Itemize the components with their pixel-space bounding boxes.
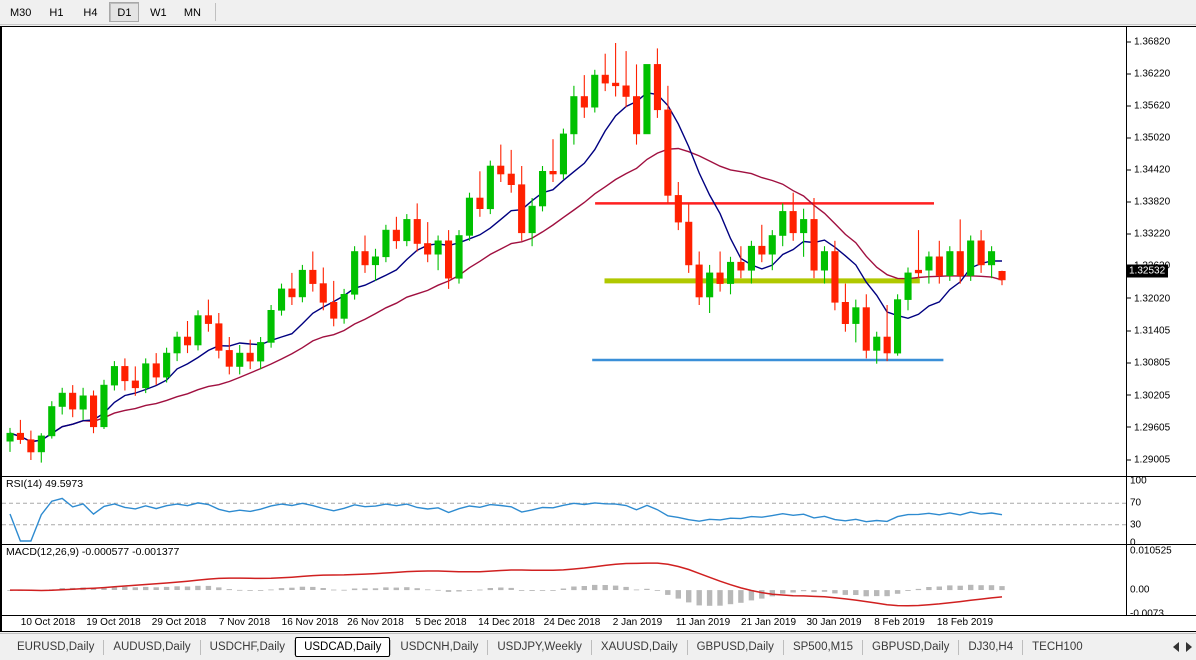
timeframe-mn[interactable]: MN (183, 7, 201, 19)
date-tick: 14 Dec 2018 (478, 617, 535, 628)
macd-pane[interactable]: MACD(12,26,9) -0.000577 -0.001377 0.0105… (2, 544, 1196, 620)
rsi-tick: 70 (1130, 497, 1142, 509)
date-axis: 10 Oct 2018 19 Oct 2018 29 Oct 2018 7 Nov 2… (2, 615, 1196, 631)
date-tick: 30 Jan 2019 (806, 617, 862, 628)
price-tick: 1.31405 (1127, 326, 1170, 337)
price-tick: 1.35020 (1127, 133, 1170, 144)
rsi-tick: 0 (1130, 537, 1136, 549)
timeframe-w1[interactable]: W1 (150, 7, 167, 19)
chart-tab-dj30-h4[interactable]: DJ30,H4 (968, 641, 1014, 653)
date-tick: 8 Feb 2019 (874, 617, 925, 628)
tab-divider (782, 639, 784, 655)
date-tick: 24 Dec 2018 (543, 617, 601, 628)
rsi-pane[interactable]: RSI(14) 49.5973 100 70 30 0 (2, 475, 1196, 549)
macd-tick: 0.010525 (1130, 545, 1172, 557)
current-price-label: 1.32532 (1127, 264, 1169, 278)
rsi-plot (2, 497, 1126, 542)
price-pane[interactable]: 1.36820 1.36220 1.35620 1.35020 1.34420 1.338… (2, 27, 1196, 476)
tab-divider (958, 639, 960, 655)
tab-divider (294, 639, 296, 655)
date-tick: 21 Jan 2019 (740, 617, 797, 628)
tab-divider (390, 639, 392, 655)
date-tick: 26 Nov 2018 (347, 617, 404, 628)
scroll-right-icon[interactable] (1186, 642, 1192, 652)
macd-label: MACD(12,26,9) -0.000577 -0.001377 (6, 546, 180, 558)
scroll-left-icon[interactable] (1173, 642, 1179, 652)
date-tick: 11 Jan 2019 (675, 617, 731, 628)
price-tick: 1.33820 (1127, 197, 1170, 208)
tab-divider (862, 639, 864, 655)
price-tick: 1.30805 (1127, 358, 1170, 369)
price-tick: 1.35620 (1127, 101, 1170, 112)
tab-divider (1022, 639, 1024, 655)
date-tick: 5 Dec 2018 (415, 617, 467, 628)
tab-divider (686, 639, 688, 655)
date-tick: 18 Feb 2019 (936, 617, 994, 628)
price-tick: 1.29005 (1127, 454, 1170, 465)
rsi-scale: 100 70 30 0 (1126, 475, 1196, 549)
chart-tab-gbpusd-daily[interactable]: GBPUSD,Daily (696, 641, 774, 653)
chart-tab-usdcad-daily[interactable]: USDCAD,Daily (295, 637, 391, 657)
timeframe-h1[interactable]: H1 (49, 7, 64, 19)
toolbar-divider (215, 3, 217, 21)
price-scale[interactable]: 1.36820 1.36220 1.35620 1.35020 1.34420 1.338… (1126, 27, 1196, 476)
chart-tab-audusd-daily[interactable]: AUDUSD,Daily (113, 641, 191, 653)
tab-divider (590, 639, 592, 655)
timeframe-toolbar: M30 H1 H4 D1 W1 MN (0, 0, 1196, 25)
macd-tick: -0.0073 (1130, 608, 1164, 620)
chart-tab-usdcnh-daily[interactable]: USDCNH,Daily (400, 641, 479, 653)
rsi-label: RSI(14) 49.5973 (6, 478, 84, 490)
chart-tab-gbpusd-daily[interactable]: GBPUSD,Daily (872, 641, 950, 653)
chart-tab-sp500-m15[interactable]: SP500,M15 (792, 641, 854, 653)
macd-tick: 0.00 (1130, 584, 1150, 596)
chart-area[interactable]: USDCAD,Daily 1.32366 1.32538 1.32272 1.3… (0, 26, 1196, 632)
date-tick: 2 Jan 2019 (612, 617, 663, 628)
macd-scale: 0.010525 0.00 -0.0073 (1126, 545, 1196, 620)
chart-tab-bar: EURUSD,Daily AUDUSD,Daily USDCHF,Daily USDC… (0, 633, 1196, 660)
macd-plot (7, 562, 1005, 607)
tab-divider (487, 639, 489, 655)
chart-tab-tech100[interactable]: TECH100 (1032, 641, 1083, 653)
tab-scroll-controls (1173, 642, 1196, 652)
price-tick: 1.29605 (1127, 422, 1170, 433)
date-tick: 16 Nov 2018 (281, 617, 339, 628)
timeframe-d1[interactable]: D1 (109, 2, 140, 22)
chart-tab-usdjpy-weekly[interactable]: USDJPY,Weekly (497, 641, 582, 653)
chart-tab-usdchf-daily[interactable]: USDCHF,Daily (209, 641, 286, 653)
tab-divider (103, 639, 105, 655)
price-tick: 1.32020 (1127, 293, 1170, 304)
timeframe-m30[interactable]: M30 (10, 7, 32, 19)
price-tick: 1.30205 (1127, 390, 1170, 401)
timeframe-h4[interactable]: H4 (83, 7, 98, 19)
tab-divider (199, 639, 201, 655)
date-tick: 19 Oct 2018 (86, 617, 141, 628)
date-tick: 10 Oct 2018 (20, 617, 76, 628)
chart-tab-xauusd-daily[interactable]: XAUUSD,Daily (600, 641, 678, 653)
candlestick-plot (6, 43, 1006, 463)
date-tick: 7 Nov 2018 (218, 617, 271, 628)
rsi-tick: 30 (1130, 519, 1142, 531)
price-tick: 1.34420 (1127, 165, 1170, 176)
price-tick: 1.36820 (1127, 36, 1170, 47)
price-tick: 1.33220 (1127, 229, 1170, 240)
chart-tab-eurusd-daily[interactable]: EURUSD,Daily (17, 641, 95, 653)
rsi-tick: 100 (1130, 475, 1147, 487)
date-tick: 29 Oct 2018 (151, 617, 207, 628)
price-tick: 1.36220 (1127, 69, 1170, 80)
